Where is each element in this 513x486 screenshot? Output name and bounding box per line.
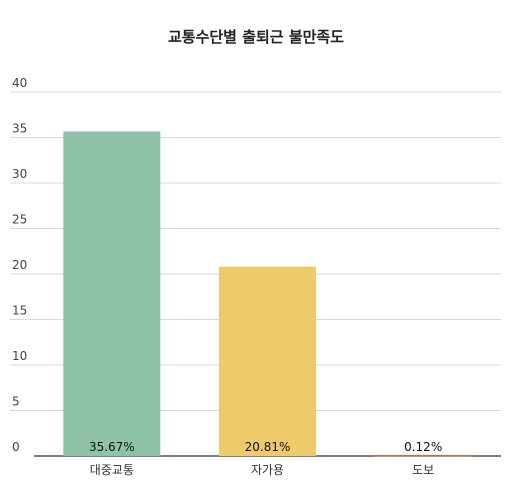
- bars-layer: [63, 131, 472, 457]
- y-tick-label: 40: [12, 76, 27, 90]
- x-category-label: 도보: [412, 463, 434, 477]
- bar: [374, 454, 472, 457]
- bar-value-label: 20.81%: [245, 440, 291, 454]
- bar: [63, 131, 161, 456]
- y-tick-label: 20: [12, 258, 27, 272]
- chart-title: 교통수단별 출퇴근 불만족도: [168, 28, 344, 46]
- y-tick-label: 25: [12, 213, 27, 227]
- y-tick-label: 15: [12, 304, 27, 318]
- y-tick-label: 5: [12, 395, 20, 409]
- bar: [219, 266, 316, 456]
- x-category-label: 자가용: [251, 463, 284, 477]
- y-tick-label: 10: [12, 349, 27, 363]
- bar-value-label: 35.67%: [89, 440, 135, 454]
- y-tick-label: 30: [12, 167, 27, 181]
- bar-value-label: 0.12%: [404, 440, 442, 454]
- y-tick-label: 0: [12, 440, 20, 454]
- x-category-label: 대중교통: [90, 463, 134, 477]
- labels-layer: 35.67% 대중교통 20.81% 자가용 0.12% 도보: [89, 440, 442, 477]
- y-tick-label: 35: [12, 122, 27, 136]
